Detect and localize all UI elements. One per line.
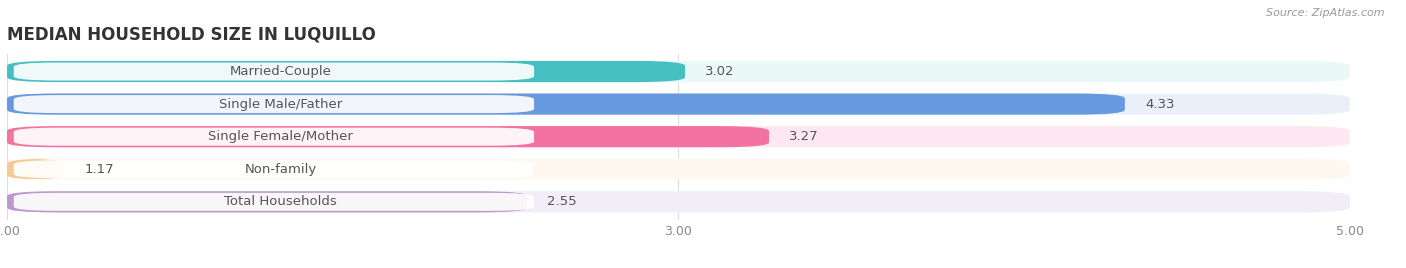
FancyBboxPatch shape [14,128,534,146]
Text: 3.02: 3.02 [706,65,735,78]
FancyBboxPatch shape [7,159,1350,180]
FancyBboxPatch shape [7,61,685,82]
Text: Source: ZipAtlas.com: Source: ZipAtlas.com [1267,8,1385,18]
Text: Single Female/Mother: Single Female/Mother [208,130,353,143]
Text: Single Male/Father: Single Male/Father [219,98,342,111]
Text: 3.27: 3.27 [789,130,818,143]
Text: 4.33: 4.33 [1144,98,1174,111]
FancyBboxPatch shape [14,160,534,178]
FancyBboxPatch shape [7,126,769,147]
FancyBboxPatch shape [14,95,534,113]
FancyBboxPatch shape [7,94,1350,115]
Text: 2.55: 2.55 [547,195,576,208]
FancyBboxPatch shape [7,61,1350,82]
FancyBboxPatch shape [7,126,1350,147]
FancyBboxPatch shape [7,159,65,180]
Text: Non-family: Non-family [245,163,316,176]
FancyBboxPatch shape [7,191,1350,213]
Text: Total Households: Total Households [224,195,337,208]
Text: MEDIAN HOUSEHOLD SIZE IN LUQUILLO: MEDIAN HOUSEHOLD SIZE IN LUQUILLO [7,26,375,44]
Text: 1.17: 1.17 [84,163,114,176]
FancyBboxPatch shape [14,62,534,80]
FancyBboxPatch shape [14,193,534,211]
Text: Married-Couple: Married-Couple [229,65,332,78]
FancyBboxPatch shape [7,94,1125,115]
FancyBboxPatch shape [7,191,527,213]
